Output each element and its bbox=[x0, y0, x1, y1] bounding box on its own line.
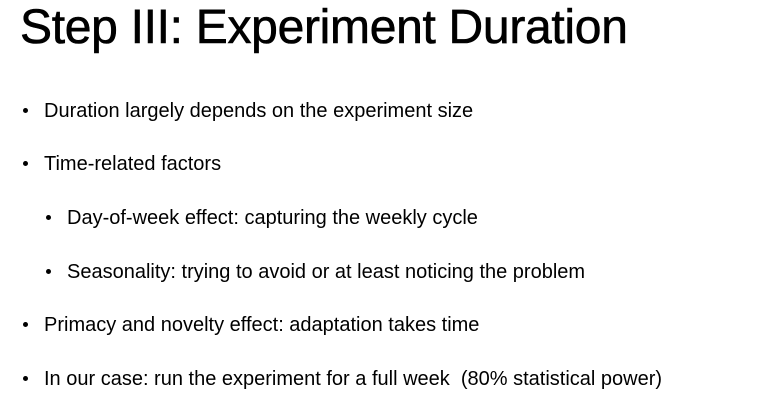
sub-bullet-item-seasonality: Seasonality: trying to avoid or at least… bbox=[0, 260, 773, 284]
bullet-text: Seasonality: trying to avoid or at least… bbox=[67, 261, 586, 283]
slide-title: Step III: Experiment Duration bbox=[20, 1, 628, 54]
bullet-item-time-factors: Time-related factors bbox=[0, 152, 773, 176]
bullet-text: Day-of-week effect: capturing the weekly… bbox=[67, 207, 478, 229]
bullet-text: Primacy and novelty effect: adaptation t… bbox=[44, 314, 480, 336]
bullet-dot-icon bbox=[23, 376, 28, 381]
bullet-item-our-case: In our case: run the experiment for a fu… bbox=[0, 367, 773, 391]
bullet-item-primacy-novelty: Primacy and novelty effect: adaptation t… bbox=[0, 313, 773, 337]
sub-bullet-item-day-of-week: Day-of-week effect: capturing the weekly… bbox=[0, 206, 773, 230]
bullet-dot-icon bbox=[23, 322, 28, 327]
bullet-text: In our case: run the experiment for a fu… bbox=[44, 368, 663, 390]
bullet-text: Duration largely depends on the experime… bbox=[44, 100, 474, 122]
bullet-dot-icon bbox=[46, 269, 51, 274]
bullet-dot-icon bbox=[23, 161, 28, 166]
bullet-text: Time-related factors bbox=[44, 153, 222, 175]
bullet-dot-icon bbox=[23, 108, 28, 113]
bullet-item-duration: Duration largely depends on the experime… bbox=[0, 99, 773, 123]
bullet-dot-icon bbox=[46, 215, 51, 220]
